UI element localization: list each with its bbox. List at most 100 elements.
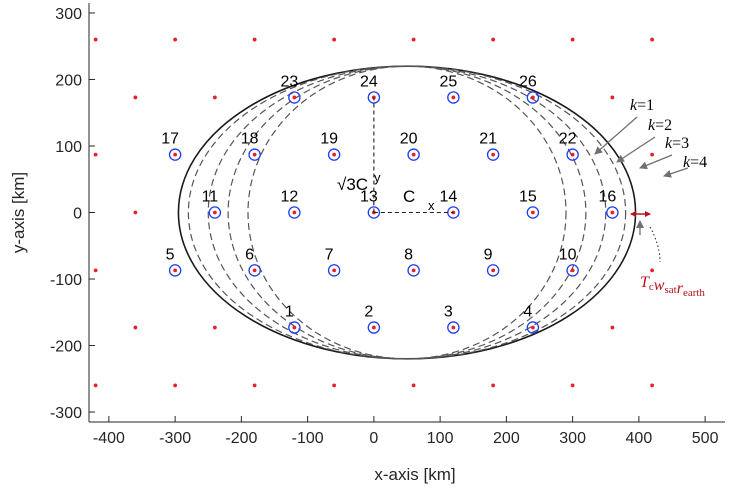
red-grid-point [411, 152, 416, 157]
x-tick-label: -300 [159, 430, 191, 447]
beam-label: 4 [523, 304, 532, 321]
coverage-ellipse-dashed-4 [247, 65, 567, 360]
k-label: k=2 [648, 117, 672, 134]
beam-circle [367, 206, 381, 219]
red-grid-point [93, 383, 98, 388]
y-tick-label: 200 [55, 72, 82, 89]
beam-circle [407, 264, 420, 277]
red-grid-point [411, 268, 416, 273]
red-grid-point [332, 37, 337, 42]
red-grid-point [133, 325, 138, 330]
red-grid-point [451, 95, 456, 100]
y-tick-label: 300 [55, 6, 82, 23]
x-tick-label: 200 [493, 430, 520, 447]
beam-label: 12 [280, 189, 298, 206]
red-grid-point [252, 152, 257, 157]
x-tick-label: -200 [225, 430, 257, 447]
red-grid-point [650, 383, 655, 388]
red-grid-point [451, 325, 456, 330]
coverage-ellipse-dashed-2 [207, 65, 607, 360]
cx-dimension-label: C [403, 187, 415, 206]
red-grid-point [371, 325, 376, 330]
beam-label: 16 [598, 189, 616, 206]
red-grid-point [411, 37, 416, 42]
beam-circle [486, 264, 500, 277]
x-tick-label: 100 [427, 430, 454, 447]
beam-label: 2 [364, 304, 373, 321]
beam-label: 21 [479, 131, 497, 148]
red-grid-point [252, 383, 257, 388]
beam-label: 6 [245, 246, 254, 263]
red-grid-point [650, 37, 655, 42]
beam-circle [288, 206, 301, 219]
red-grid-point [332, 268, 337, 273]
k-label: k=4 [683, 154, 707, 171]
red-grid-point [570, 383, 575, 388]
axes: -400 -300 -200 -100 0 100 200 300 400 500-300-200… [9, 3, 725, 484]
red-grid-point [332, 383, 337, 388]
beam-label: 11 [202, 189, 219, 206]
red-grid-point [212, 95, 217, 100]
x-tick-label: -400 [93, 430, 125, 447]
red-grid-point [491, 383, 496, 388]
beam-label: 13 [360, 189, 378, 206]
red-grid-point [570, 37, 575, 42]
beam-circle [367, 91, 381, 104]
red-grid-point [650, 152, 655, 157]
beam-label: 10 [559, 246, 577, 263]
beam-circle [288, 91, 301, 104]
beam-circle [367, 321, 381, 334]
cx-dimension-subscript: x [428, 198, 435, 213]
coverage-ellipse-solid [177, 65, 637, 360]
cy-dimension-subscript: y [374, 170, 381, 185]
y-tick-label: 100 [55, 139, 82, 156]
red-grid-point [610, 210, 615, 215]
red-grid-point [371, 95, 376, 100]
beam-circle [447, 91, 460, 104]
k-label: k=1 [630, 97, 654, 114]
red-grid-point [530, 95, 535, 100]
red-grid-point [252, 268, 257, 273]
beam-circle [327, 264, 341, 277]
red-grid-point [173, 383, 178, 388]
width-pointer-dotted-curve [649, 226, 661, 263]
x-tick-label: 500 [692, 430, 719, 447]
beam-label: 23 [280, 73, 298, 90]
x-tick-label: 300 [559, 430, 586, 447]
red-grid-point [570, 268, 575, 273]
beam-circle [248, 148, 261, 161]
beam-circle [526, 91, 540, 104]
beam-circle [566, 148, 579, 161]
k-arrow [594, 116, 638, 155]
beam-label: 19 [320, 131, 338, 148]
k-label: k=3 [665, 135, 689, 152]
red-grid-point [173, 152, 178, 157]
beam-label: 15 [519, 189, 537, 206]
x-tick-label: -100 [292, 430, 324, 447]
k-arrow [663, 167, 689, 178]
red-grid-point [173, 268, 178, 273]
beam-label: 25 [439, 73, 457, 90]
beam-circle [606, 206, 619, 219]
red-grid-point [212, 210, 217, 215]
x-tick-label: 400 [626, 430, 653, 447]
coverage-ellipse-dashed-3 [227, 65, 587, 360]
red-grid-point [93, 268, 98, 273]
beam-circle [407, 148, 420, 161]
beam-circle [526, 206, 540, 219]
beam-circle [566, 264, 579, 277]
y-tick-label: -100 [50, 272, 82, 289]
red-grid-point [610, 95, 615, 100]
red-grid-point [491, 37, 496, 42]
red-grid-points [93, 37, 655, 388]
beam-label: 26 [519, 73, 537, 90]
annotations: √3C y C x k=1 k=2k=3 k=4 Tcwsatrearth [337, 97, 707, 299]
beam-label: 7 [325, 246, 334, 263]
red-grid-point [93, 37, 98, 42]
red-grid-point [133, 210, 138, 215]
red-grid-point [610, 325, 615, 330]
red-grid-point [212, 325, 217, 330]
